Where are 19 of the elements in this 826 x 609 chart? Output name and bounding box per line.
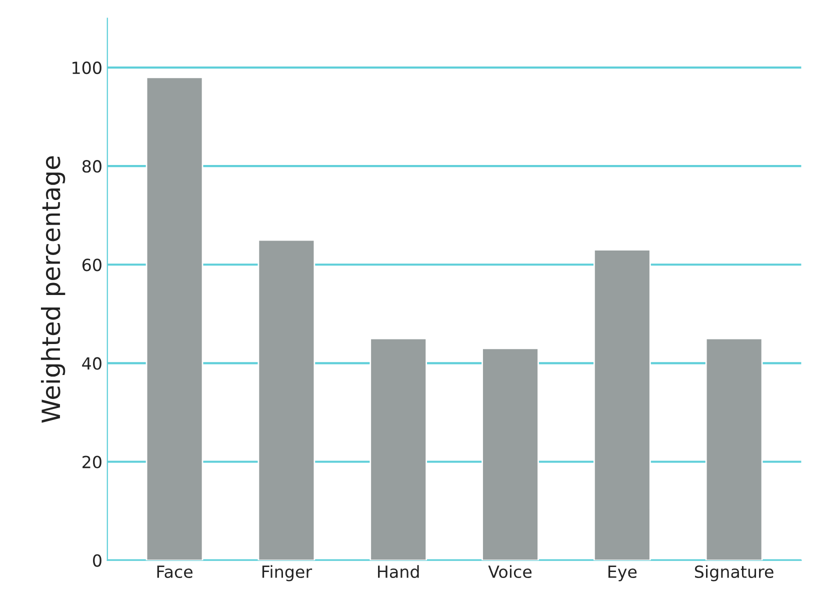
bar [705,338,763,560]
bar [482,348,539,560]
x-tick-label: Finger [262,565,312,582]
bar [146,76,204,560]
y-tick-label: 20 [82,456,102,468]
bar [593,249,651,560]
y-tick-label: 40 [82,357,102,370]
y-axis-title: Weighted percentage [40,156,66,423]
y-tick-label: 80 [82,160,102,173]
x-tick-label: Voice [488,565,532,578]
x-tick-label: Eye [608,566,637,582]
y-tick-label: 0 [93,554,102,567]
bar [370,338,428,560]
y-tick-label: 100 [72,62,102,74]
x-tick-label: Hand [378,565,419,578]
bar [258,239,316,560]
x-tick-label: Face [157,566,192,578]
y-tick-label: 60 [82,258,102,272]
x-tick-label: Signature [694,565,774,582]
